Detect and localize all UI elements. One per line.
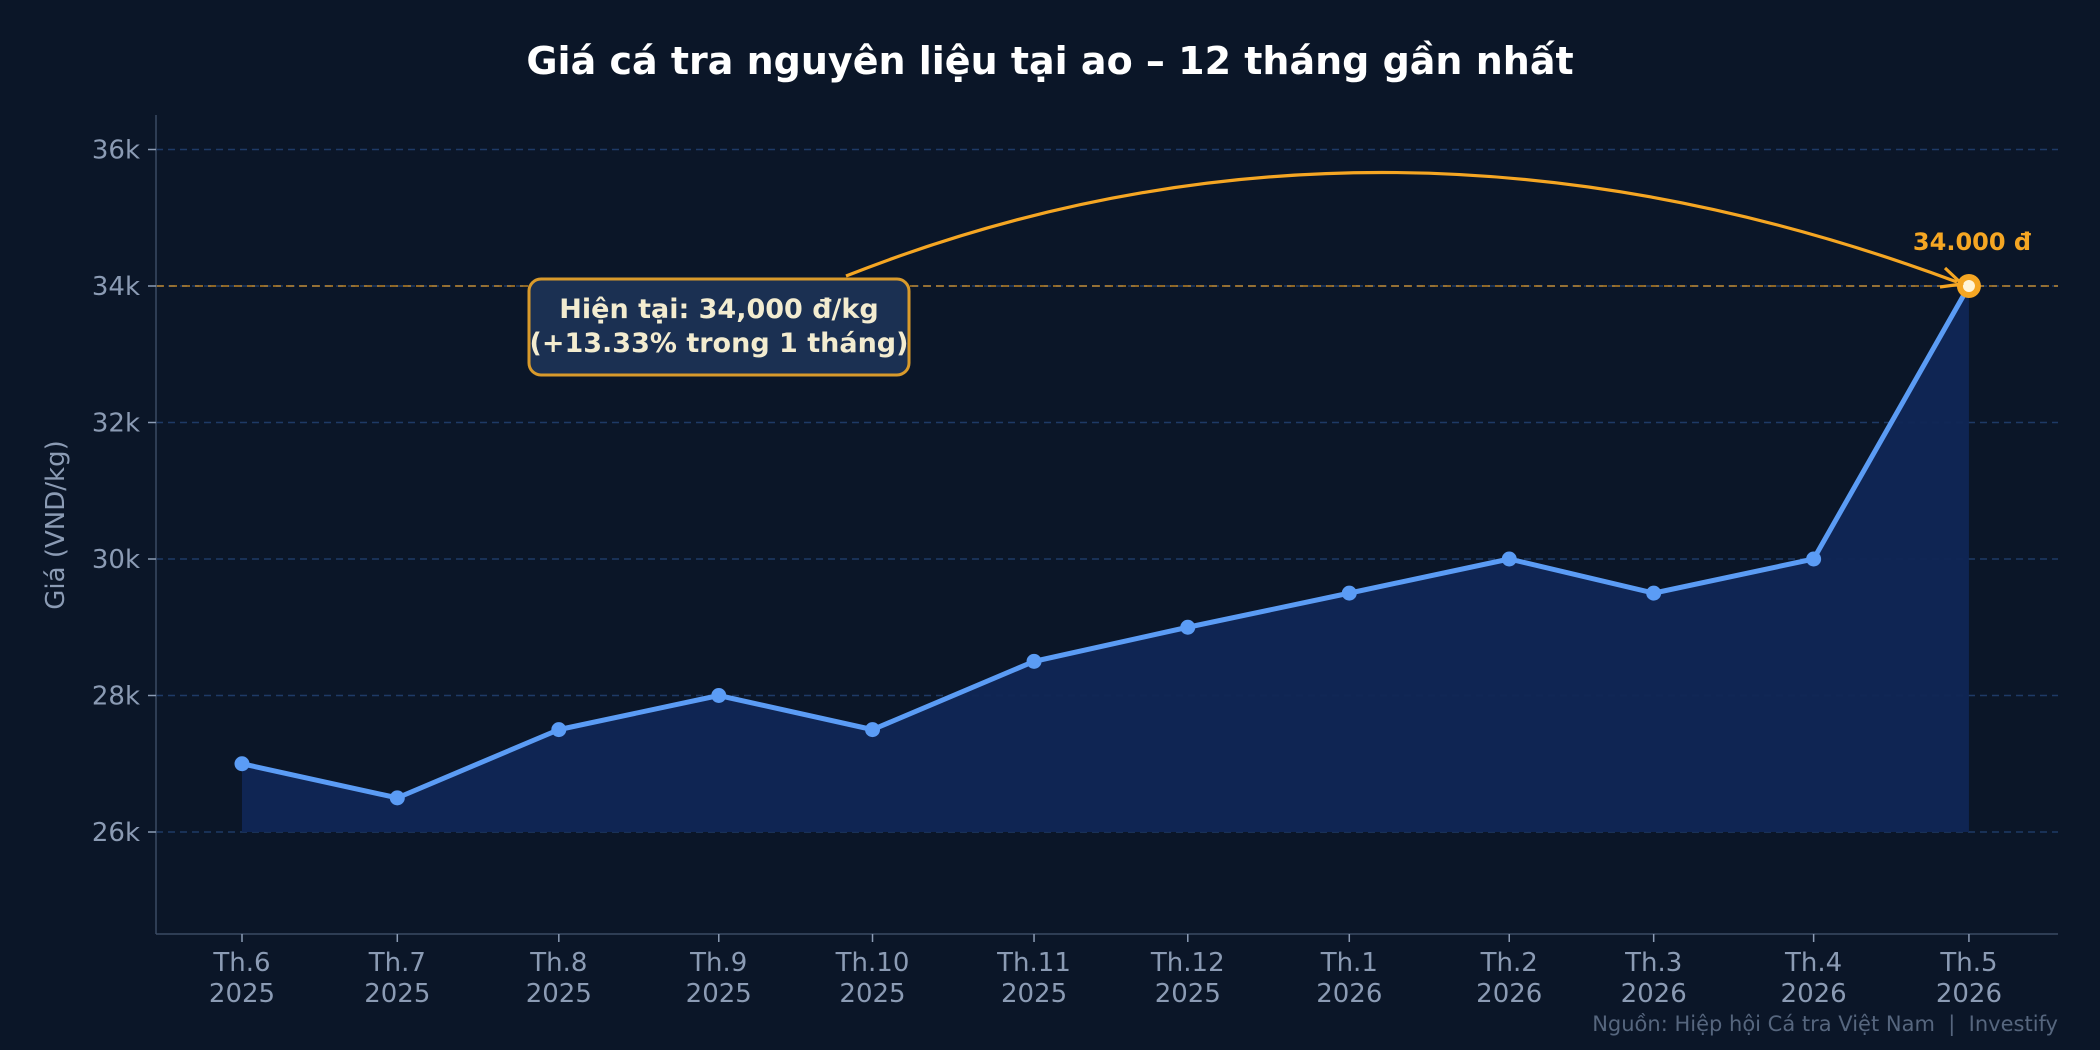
annotation-box bbox=[527, 277, 911, 377]
y-tick-label: 36k bbox=[92, 136, 140, 166]
axes bbox=[155, 115, 2058, 935]
x-tick-label-month: Th.12 bbox=[1150, 948, 1225, 978]
x-tick-label-month: Th.9 bbox=[689, 948, 747, 978]
data-point bbox=[1180, 619, 1196, 635]
x-tick-labels: Th.62025Th.72025Th.82025Th.92025Th.10202… bbox=[209, 934, 2002, 1009]
data-point bbox=[1646, 585, 1662, 601]
data-point bbox=[389, 790, 405, 806]
x-tick-label-month: Th.7 bbox=[368, 948, 426, 978]
x-tick-label-year: 2025 bbox=[364, 979, 430, 1009]
chart-title: Giá cá tra nguyên liệu tại ao – 12 tháng… bbox=[526, 39, 1573, 83]
data-point bbox=[1341, 585, 1357, 601]
price-series bbox=[234, 274, 1981, 806]
area-path bbox=[242, 286, 1969, 832]
x-tick-label-month: Th.5 bbox=[1939, 948, 1997, 978]
data-point bbox=[711, 688, 727, 703]
data-point bbox=[1806, 551, 1822, 567]
x-tick-label-year: 2025 bbox=[686, 979, 752, 1009]
x-tick-label-year: 2025 bbox=[1155, 979, 1221, 1009]
y-tick-label: 30k bbox=[92, 545, 140, 575]
source-note: Nguồn: Hiệp hội Cá tra Việt Nam | Invest… bbox=[1592, 1012, 2058, 1037]
x-tick-label-year: 2026 bbox=[1621, 979, 1687, 1009]
x-tick-label-month: Th.6 bbox=[212, 948, 270, 978]
series-line bbox=[239, 283, 1972, 801]
y-axis-label: Giá (VND/kg) bbox=[41, 440, 71, 609]
x-tick-label-year: 2026 bbox=[1476, 979, 1542, 1009]
x-tick-label-year: 2025 bbox=[526, 979, 592, 1009]
y-tick-label: 34k bbox=[92, 272, 140, 302]
data-point bbox=[1501, 551, 1517, 567]
annotation-arrow bbox=[845, 170, 1958, 284]
x-tick-label-month: Th.1 bbox=[1320, 948, 1378, 978]
annotation-arrowhead bbox=[1939, 266, 1964, 289]
y-tick-labels: 26k 28k 30k 32k 34k 36k bbox=[92, 136, 156, 848]
y-tick-label: 26k bbox=[92, 818, 140, 848]
x-tick-label-month: Th.11 bbox=[996, 948, 1071, 978]
x-tick-label-year: 2026 bbox=[1781, 979, 1847, 1009]
data-point bbox=[865, 722, 881, 738]
data-point bbox=[1026, 653, 1042, 669]
data-point-current-inner bbox=[1962, 280, 1975, 292]
x-tick-label-year: 2026 bbox=[1936, 979, 2002, 1009]
x-tick-label-month: Th.10 bbox=[835, 948, 910, 978]
data-point bbox=[551, 722, 567, 738]
y-tick-label: 28k bbox=[92, 682, 140, 712]
annotation: Hiện tại: 34,000 đ/kg (+13.33% trong 1 t… bbox=[527, 170, 1964, 377]
annotation-line-2: (+13.33% trong 1 tháng) bbox=[530, 328, 909, 359]
x-tick-label-year: 2025 bbox=[839, 979, 905, 1009]
x-tick-label-month: Th.8 bbox=[529, 948, 587, 978]
end-value-label: 34.000 đ bbox=[1913, 228, 2031, 256]
data-point bbox=[234, 756, 250, 772]
y-tick-label: 32k bbox=[92, 409, 140, 439]
x-tick-label-year: 2026 bbox=[1316, 979, 1382, 1009]
x-tick-label-month: Th.4 bbox=[1784, 948, 1842, 978]
x-tick-label-month: Th.3 bbox=[1624, 948, 1682, 978]
x-tick-label-year: 2025 bbox=[1001, 979, 1067, 1009]
annotation-line-1: Hiện tại: 34,000 đ/kg bbox=[559, 294, 878, 325]
area-fill bbox=[242, 286, 1969, 832]
x-tick-label-year: 2025 bbox=[209, 979, 275, 1009]
x-tick-label-month: Th.2 bbox=[1480, 948, 1538, 978]
